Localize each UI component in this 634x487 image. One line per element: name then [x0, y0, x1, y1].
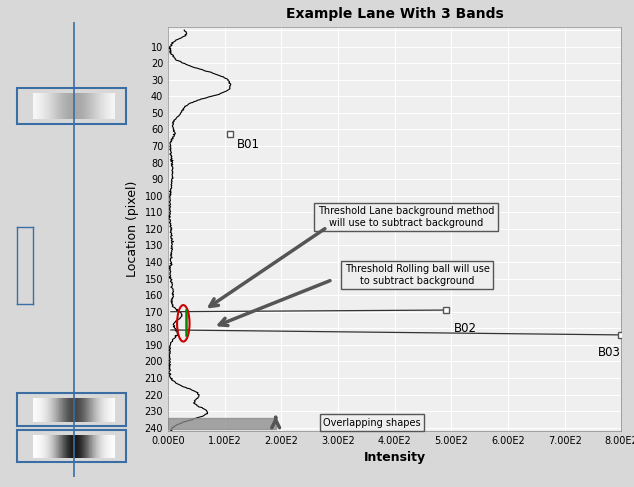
X-axis label: Intensity: Intensity [364, 451, 425, 465]
Text: B01: B01 [237, 138, 260, 150]
Text: Threshold Rolling ball will use
to subtract background: Threshold Rolling ball will use to subtr… [345, 264, 490, 286]
Y-axis label: Location (pixel): Location (pixel) [126, 181, 139, 277]
Text: B02: B02 [454, 321, 477, 335]
Bar [17, 431, 126, 462]
Bar [17, 88, 126, 124]
Text: B03: B03 [597, 346, 621, 359]
Bar [17, 393, 126, 426]
Text: Threshold Lane background method
will use to subtract background: Threshold Lane background method will us… [318, 206, 494, 228]
Title: Example Lane With 3 Bands: Example Lane With 3 Bands [286, 7, 503, 21]
Text: Overlapping shapes: Overlapping shapes [323, 418, 421, 428]
